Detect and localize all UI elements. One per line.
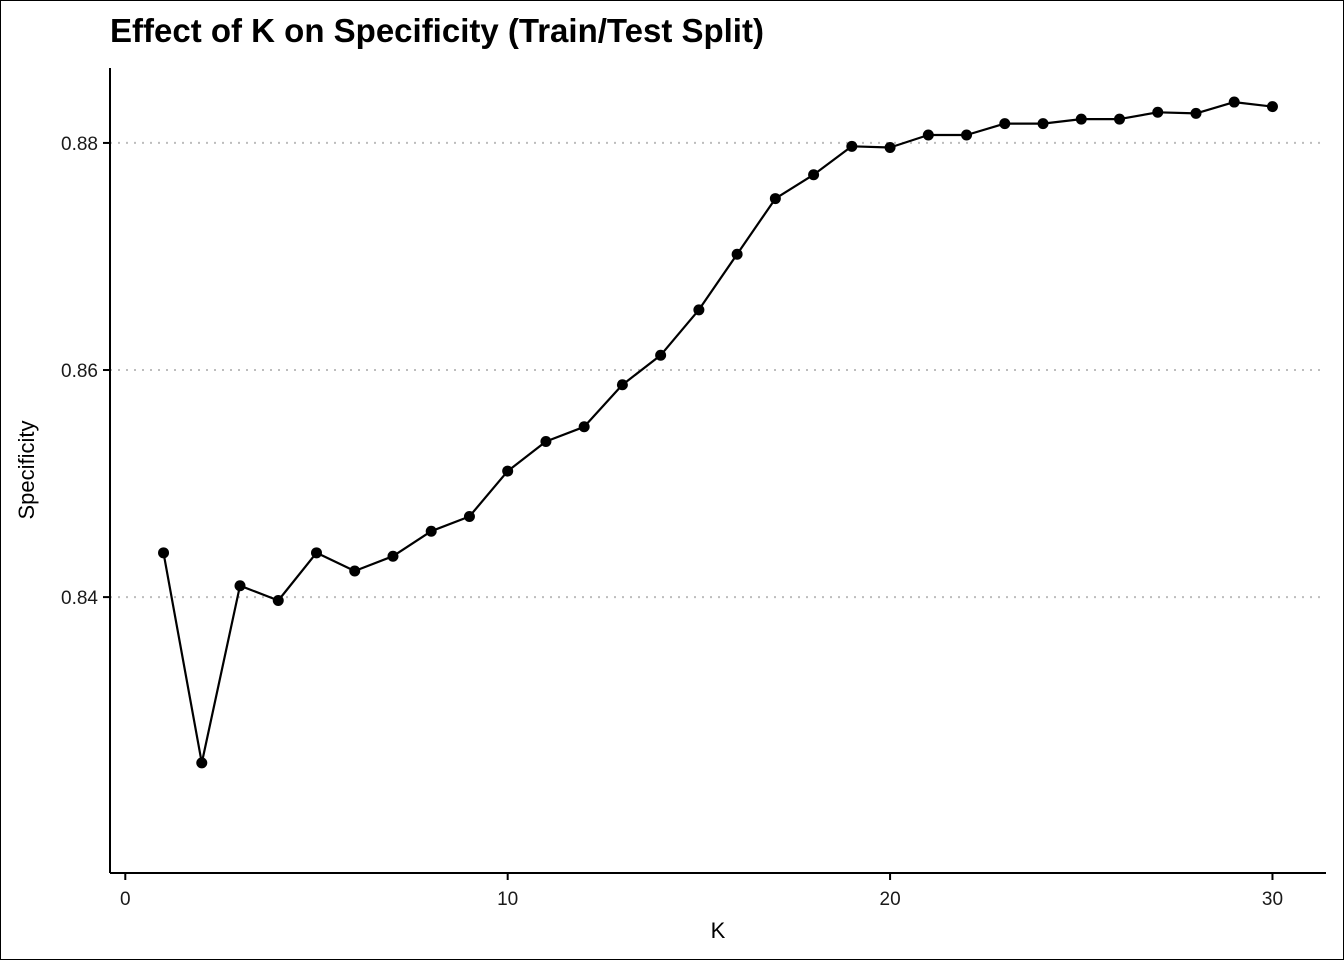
data-point <box>769 193 781 205</box>
data-point <box>1152 106 1164 118</box>
data-point <box>1190 107 1202 119</box>
data-point <box>272 595 284 607</box>
chart-title: Effect of K on Specificity (Train/Test S… <box>110 12 764 49</box>
y-axis-label: Specificity <box>14 420 39 519</box>
data-point <box>540 436 552 448</box>
data-point <box>463 510 475 522</box>
data-point <box>387 550 399 562</box>
data-point <box>999 118 1011 130</box>
data-point <box>1037 118 1049 130</box>
x-tick-label: 30 <box>1262 889 1283 910</box>
x-axis-label: K <box>711 918 726 943</box>
data-point <box>310 547 322 559</box>
x-tick-label: 10 <box>497 889 518 910</box>
grid-lines <box>110 141 1326 599</box>
data-point <box>808 169 820 181</box>
data-point <box>922 129 934 141</box>
series-line <box>162 100 1273 765</box>
data-point <box>349 565 361 577</box>
data-point <box>693 304 705 316</box>
data-point <box>158 547 170 559</box>
y-tick-label: 0.88 <box>61 134 98 155</box>
y-tick-label: 0.86 <box>61 361 98 382</box>
data-point <box>1228 96 1240 108</box>
data-point <box>731 248 743 260</box>
data-point <box>846 140 858 152</box>
y-tick-label: 0.84 <box>61 588 98 609</box>
data-point <box>196 757 208 769</box>
x-tick-label: 20 <box>880 889 901 910</box>
data-point <box>578 421 590 433</box>
data-point <box>234 580 246 592</box>
y-axis-ticks: 0.84 0.86 0.88 <box>61 134 110 609</box>
data-point <box>655 349 667 361</box>
data-point <box>616 379 628 391</box>
data-point <box>961 129 973 141</box>
x-tick-label: 0 <box>120 889 131 910</box>
data-point <box>1075 113 1087 125</box>
data-point <box>1114 113 1126 125</box>
x-axis-ticks: 0 10 20 30 <box>120 873 1283 910</box>
data-point <box>502 465 514 477</box>
data-series <box>158 96 1278 769</box>
data-point <box>425 525 437 537</box>
data-point <box>884 141 896 153</box>
data-point <box>1266 101 1278 113</box>
